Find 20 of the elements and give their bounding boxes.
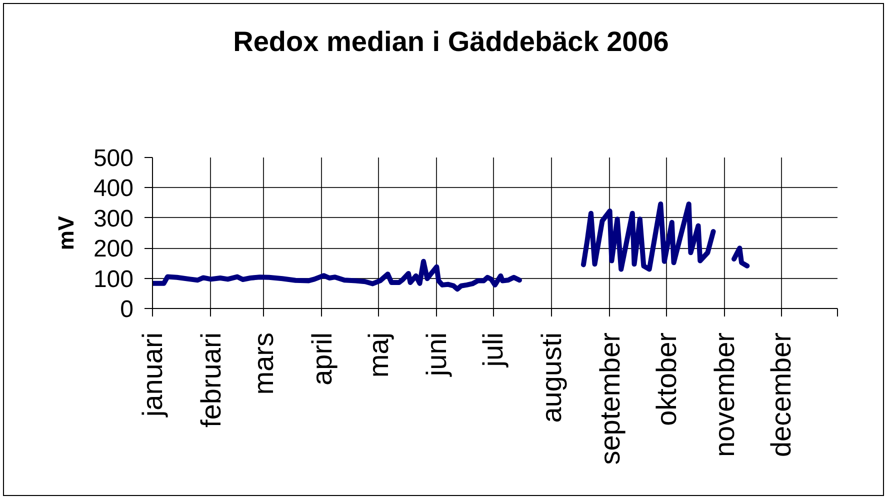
chart-title: Redox median i Gäddebäck 2006	[233, 25, 669, 59]
x-tick-label: maj	[362, 332, 394, 378]
x-tick-label: oktober	[650, 332, 682, 426]
y-tick-label: 500	[93, 145, 134, 172]
x-tick-label: juli	[478, 332, 509, 368]
x-tick-label: februari	[195, 332, 226, 428]
y-tick-label: 0	[120, 296, 134, 323]
y-axis-title: mV	[53, 216, 78, 250]
y-tick-label: 100	[93, 266, 134, 293]
x-tick-label: juni	[421, 332, 452, 378]
x-tick-label: september	[594, 332, 626, 465]
x-tick-label: december	[766, 332, 797, 458]
x-tick-label: mars	[248, 332, 280, 395]
x-tick-label: augusti	[536, 332, 567, 423]
y-tick-label: 200	[93, 236, 134, 263]
y-tick-label: 300	[93, 205, 134, 232]
x-tick-label: november	[709, 332, 740, 458]
y-tick-label: 400	[93, 175, 134, 202]
x-tick-label: april	[306, 332, 338, 386]
x-tick-label: januari	[137, 332, 168, 418]
